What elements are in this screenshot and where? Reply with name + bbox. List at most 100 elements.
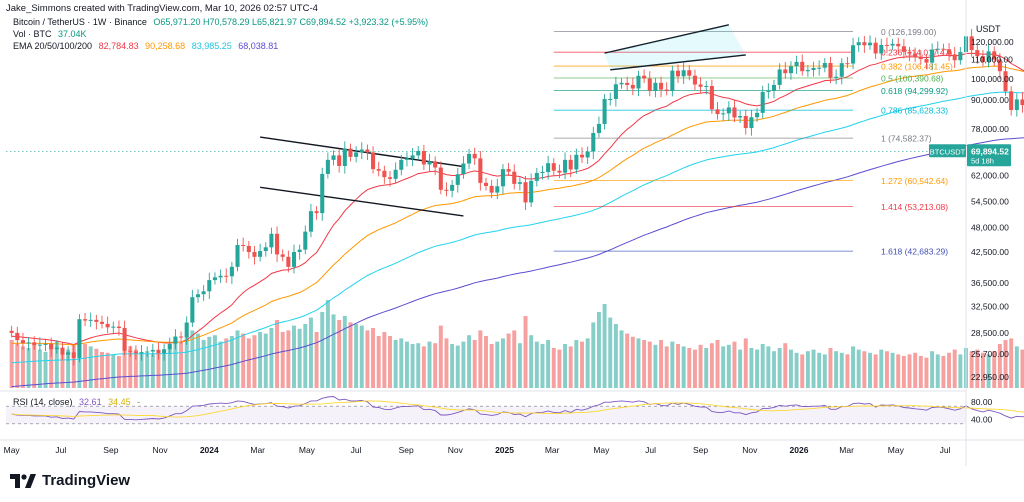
price-chart[interactable]: 0 (126,199.00) 0.236 (114,017.47) 0.382 (1… [0, 0, 1024, 466]
time-tick-label: May [888, 445, 905, 455]
volume-bar [958, 354, 963, 388]
ema100-value: 83,985.25 [191, 41, 232, 51]
volume-bar [738, 349, 743, 388]
candle-body [867, 42, 873, 46]
candle-body [721, 113, 726, 115]
fib-level-label: 0 (126,199.00) [881, 27, 936, 37]
time-tick-label: May [4, 445, 21, 455]
candle-body [495, 186, 500, 193]
volume-bar [947, 352, 952, 388]
channel-drawings[interactable] [260, 24, 746, 217]
tradingview-logo[interactable]: TradingView [10, 472, 130, 489]
candle-body [167, 343, 172, 350]
volume-bar [184, 335, 189, 388]
candle-body [506, 169, 511, 172]
ema-lines [11, 52, 1024, 388]
time-tick-label: Mar [545, 445, 560, 455]
volume-bar [839, 352, 844, 388]
volume-bar [608, 317, 613, 388]
rising-channel-fill [604, 24, 746, 70]
candle-body [77, 319, 82, 358]
candle-body [43, 343, 48, 345]
price-tick-label: 110,000.00 [971, 54, 1013, 64]
candle-body [630, 84, 635, 89]
bar-countdown: 5d 18h [971, 156, 994, 165]
rsi-ma-value: 34.45 [108, 397, 131, 407]
candle-body [1020, 99, 1024, 106]
candle-body [275, 233, 280, 255]
price-tick-label: 22,950.00 [971, 372, 1009, 382]
candle-body [783, 69, 788, 74]
volume-bar [625, 333, 630, 388]
candle-body [839, 63, 844, 77]
candle-body [608, 98, 613, 100]
tradingview-logo-icon [10, 473, 36, 488]
fib-level-label: 0.236 (114,017.47) [881, 48, 952, 58]
candle-body [286, 256, 291, 267]
candle-body [788, 66, 793, 74]
rsi-value: 32.61 [79, 397, 102, 407]
rsi-label[interactable]: RSI (14, close) [13, 397, 73, 407]
volume-bar [258, 332, 263, 388]
volume-bar [337, 320, 342, 388]
candle-body [337, 155, 342, 166]
volume-bar [354, 324, 359, 388]
candle-body [489, 185, 494, 193]
candlesticks [9, 28, 1024, 366]
candle-body [907, 51, 912, 54]
volume-bar [969, 351, 974, 388]
candle-body [133, 351, 138, 354]
candle-body [692, 75, 697, 85]
candle-body [771, 84, 777, 91]
rsi-ma-line [11, 400, 1024, 418]
candle-body [947, 49, 952, 55]
volume-bar [421, 346, 426, 388]
price-tick-label: 78,000.00 [971, 124, 1009, 134]
candle-body [111, 326, 116, 328]
candle-body [455, 174, 460, 185]
candle-body [105, 323, 110, 328]
time-tick-label: 2026 [790, 445, 809, 455]
rsi-tick-label: 40.00 [971, 414, 993, 424]
candle-body [382, 170, 387, 178]
candle-body [749, 117, 754, 129]
volume-bar [489, 344, 494, 388]
ema-label[interactable]: EMA 20/50/100/200 [13, 41, 93, 51]
volume-bar [484, 336, 488, 388]
candle-body [433, 161, 438, 168]
volume-label[interactable]: Vol · BTC [13, 29, 52, 39]
volume-bar [1003, 340, 1008, 388]
candle-body [924, 59, 929, 63]
candle-body [122, 328, 127, 351]
volume-bar [252, 335, 257, 388]
candle-body [930, 49, 935, 63]
candle-body [15, 332, 20, 341]
candle-body [444, 189, 449, 191]
candle-body [579, 154, 585, 158]
candle-body [834, 76, 839, 78]
volume-bar [659, 340, 664, 388]
candle-body [71, 352, 76, 358]
candle-body [9, 330, 14, 333]
volume-bar [263, 333, 268, 388]
volume-bar [619, 330, 624, 388]
candle-body [738, 116, 743, 118]
volume-bar [811, 349, 816, 388]
candle-body [83, 319, 88, 321]
volume-bar [450, 344, 455, 388]
volume-bar [794, 352, 799, 388]
volume-bar [365, 330, 370, 388]
time-tick-label: May [299, 445, 316, 455]
fib-level-label: 1.618 (42,683.29) [881, 247, 948, 257]
volume-bar [320, 312, 325, 388]
candle-body [975, 50, 980, 57]
candle-body [958, 52, 963, 61]
volume-bar [800, 354, 805, 388]
volume-bar [630, 336, 635, 388]
price-tick-label: 48,000.00 [971, 222, 1009, 232]
rsi-line [11, 396, 1024, 421]
volume-bar [314, 332, 319, 388]
candle-body [856, 42, 861, 46]
symbol-name[interactable]: Bitcoin / TetherUS · 1W · Binance [13, 17, 147, 27]
time-tick-label: Sep [693, 445, 708, 455]
